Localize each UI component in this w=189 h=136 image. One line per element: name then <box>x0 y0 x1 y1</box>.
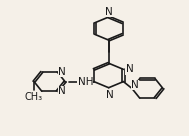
Text: NH: NH <box>78 77 93 87</box>
Text: N: N <box>105 7 113 17</box>
Text: N: N <box>131 80 139 90</box>
Text: N: N <box>58 67 66 77</box>
Text: N: N <box>58 86 66 96</box>
Text: CH₃: CH₃ <box>24 92 42 102</box>
Text: N: N <box>106 90 114 100</box>
Text: N: N <box>126 64 133 74</box>
